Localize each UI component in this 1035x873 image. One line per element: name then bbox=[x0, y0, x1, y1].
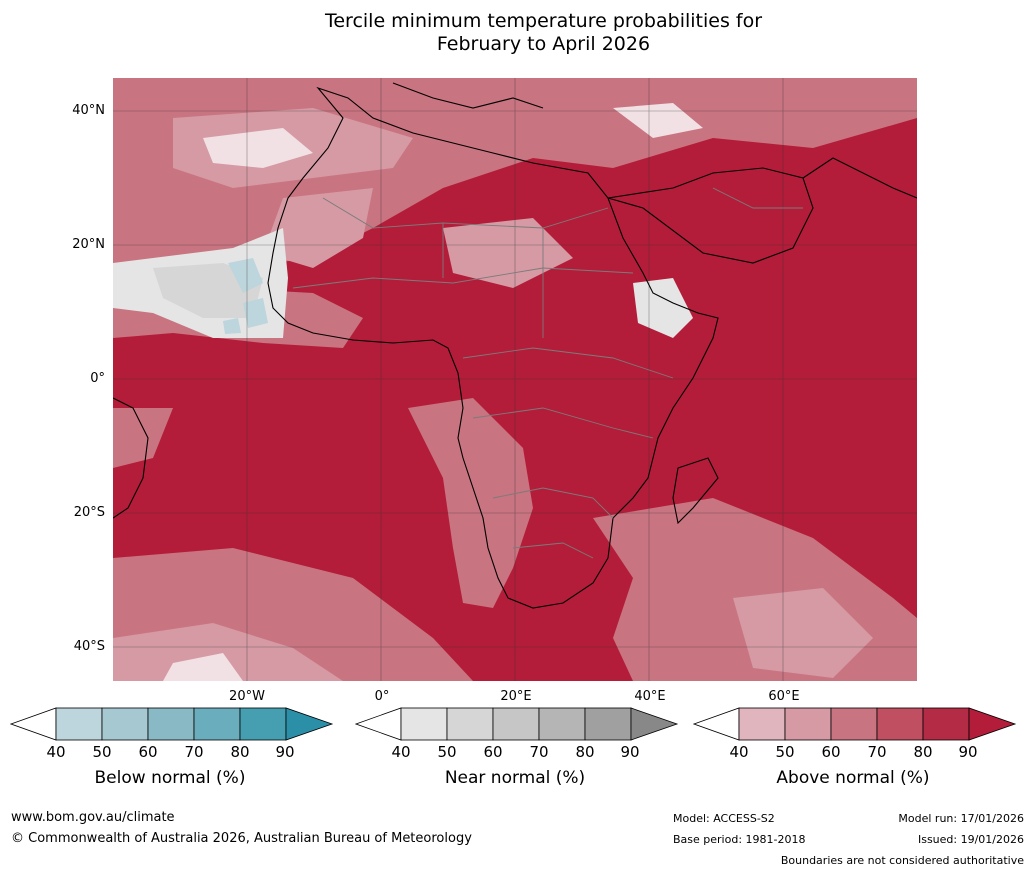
tick: 70 bbox=[529, 743, 549, 761]
colorbar-extend-min bbox=[355, 707, 402, 741]
tick: 40 bbox=[729, 743, 749, 761]
colorbar-swatch bbox=[830, 707, 878, 741]
colorbar-below-swatches bbox=[10, 707, 334, 741]
lat-label-equator: 0° bbox=[90, 371, 105, 386]
map-title: Tercile minimum temperature probabilitie… bbox=[0, 10, 1035, 56]
lon-label-0: 0° bbox=[374, 689, 390, 704]
colorbar-swatch bbox=[922, 707, 970, 741]
colorbar-swatch bbox=[193, 707, 241, 741]
tick: 90 bbox=[620, 743, 640, 761]
colorbar-above-swatches bbox=[693, 707, 1017, 741]
lon-label-40e: 40°E bbox=[634, 689, 666, 704]
near-normal-patch bbox=[113, 228, 693, 338]
colorbar-swatch bbox=[784, 707, 832, 741]
website-link[interactable]: www.bom.gov.au/climate bbox=[11, 810, 175, 825]
colorbar-swatch bbox=[584, 707, 632, 741]
tick: 50 bbox=[437, 743, 457, 761]
tick: 50 bbox=[775, 743, 795, 761]
tick: 60 bbox=[138, 743, 158, 761]
below-normal-patch bbox=[223, 258, 268, 334]
colorbar-extend-min bbox=[10, 707, 57, 741]
lat-label-20s: 20°S bbox=[73, 505, 105, 520]
tick: 50 bbox=[92, 743, 112, 761]
colorbar-near-label: Near normal (%) bbox=[444, 768, 586, 788]
boundary-disclaimer: Boundaries are not considered authoritat… bbox=[780, 854, 1024, 867]
colorbar-swatch bbox=[446, 707, 494, 741]
tick: 40 bbox=[391, 743, 411, 761]
title-line-2: February to April 2026 bbox=[436, 33, 651, 55]
lat-label-20n: 20°N bbox=[72, 237, 105, 252]
lon-label-60e: 60°E bbox=[768, 689, 800, 704]
colorbar-swatch bbox=[400, 707, 448, 741]
map-field bbox=[113, 78, 917, 681]
colorbar-swatch bbox=[492, 707, 540, 741]
country-borders bbox=[292, 187, 803, 559]
lon-label-20w: 20°W bbox=[229, 689, 265, 704]
colorbar-swatch bbox=[55, 707, 103, 741]
issued-date: Issued: 19/01/2026 bbox=[917, 833, 1024, 846]
colorbar-extend-max bbox=[968, 707, 1017, 741]
colorbar-extend-min bbox=[693, 707, 740, 741]
model-run-date: Model run: 17/01/2026 bbox=[898, 812, 1024, 825]
tick: 70 bbox=[867, 743, 887, 761]
colorbar-swatch bbox=[876, 707, 924, 741]
colorbar-swatch bbox=[147, 707, 195, 741]
tick: 40 bbox=[46, 743, 66, 761]
colorbar-swatch bbox=[101, 707, 149, 741]
colorbar-swatch bbox=[738, 707, 786, 741]
colorbar-swatch bbox=[538, 707, 586, 741]
colorbar-extend-max bbox=[285, 707, 334, 741]
tick: 60 bbox=[483, 743, 503, 761]
tick: 60 bbox=[821, 743, 841, 761]
shading-white bbox=[163, 103, 703, 681]
colorbar-above-label: Above normal (%) bbox=[776, 768, 930, 788]
tick: 90 bbox=[958, 743, 978, 761]
tick: 80 bbox=[230, 743, 250, 761]
colorbar-swatch bbox=[239, 707, 287, 741]
colorbar-below-label: Below normal (%) bbox=[94, 768, 246, 788]
shading-40-50 bbox=[113, 108, 873, 681]
title-line-1: Tercile minimum temperature probabilitie… bbox=[324, 10, 763, 32]
colorbar-extend-max bbox=[630, 707, 679, 741]
lat-label-40n: 40°N bbox=[72, 103, 105, 118]
colorbar-near-swatches bbox=[355, 707, 679, 741]
probability-map bbox=[113, 78, 917, 681]
tick: 80 bbox=[575, 743, 595, 761]
tick: 70 bbox=[184, 743, 204, 761]
model-name: Model: ACCESS-S2 bbox=[673, 812, 775, 825]
coastlines bbox=[113, 82, 917, 609]
base-period: Base period: 1981-2018 bbox=[673, 833, 806, 846]
lat-label-40s: 40°S bbox=[73, 639, 105, 654]
tick: 80 bbox=[913, 743, 933, 761]
lon-label-20e: 20°E bbox=[500, 689, 532, 704]
tick: 90 bbox=[275, 743, 295, 761]
graticule bbox=[113, 78, 917, 681]
copyright-text: © Commonwealth of Australia 2026, Austra… bbox=[11, 831, 472, 846]
